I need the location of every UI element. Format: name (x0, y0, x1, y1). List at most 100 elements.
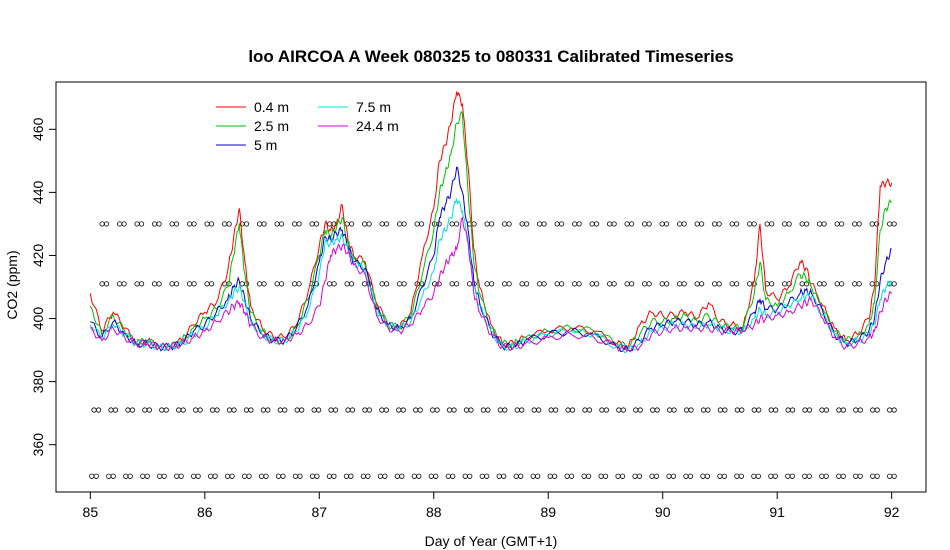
marker-point (174, 473, 180, 479)
marker-point (576, 221, 582, 227)
marker-point (700, 407, 707, 413)
plot-frame (55, 81, 927, 493)
marker-point (751, 221, 757, 227)
marker-point (747, 281, 753, 287)
marker-point (585, 473, 592, 479)
marker-point (280, 473, 286, 479)
marker-point (414, 221, 420, 227)
marker-point (366, 407, 373, 413)
marker-point (467, 473, 473, 479)
marker-point (134, 281, 140, 287)
marker-point (857, 473, 863, 479)
marker-point (821, 221, 827, 227)
marker-point (632, 473, 638, 479)
marker-point (260, 407, 266, 413)
marker-point (541, 221, 547, 227)
marker-point (531, 407, 537, 413)
x-tick-label: 86 (197, 504, 213, 520)
marker-point (294, 407, 300, 413)
marker-point (756, 407, 762, 413)
marker-point (598, 473, 604, 479)
series-line-3 (89, 198, 893, 354)
marker-point (852, 281, 858, 287)
marker-point (331, 473, 337, 479)
marker-point (887, 473, 893, 479)
marker-point (112, 407, 119, 413)
marker-point (553, 407, 559, 413)
marker-point (344, 281, 350, 287)
marker-point (127, 473, 133, 479)
marker-point (212, 473, 218, 479)
marker-point (853, 473, 859, 479)
marker-point (620, 407, 626, 413)
marker-point (291, 281, 298, 287)
marker-point (331, 281, 337, 287)
marker-point (869, 281, 875, 287)
marker-point (785, 407, 791, 413)
marker-point (419, 281, 425, 287)
marker-point (716, 281, 722, 287)
marker-point (348, 473, 354, 479)
marker-point (834, 221, 840, 227)
marker-point (704, 473, 711, 479)
marker-point (193, 407, 199, 413)
marker-point (852, 221, 858, 227)
marker-point (178, 473, 184, 479)
marker-point (265, 407, 271, 413)
marker-point (734, 221, 740, 227)
marker-point (401, 221, 407, 227)
marker-point (747, 221, 753, 227)
marker-point (552, 473, 558, 479)
marker-point (241, 473, 248, 479)
legend-label: 2.5 m (254, 118, 289, 134)
marker-point (311, 407, 317, 413)
marker-point (377, 473, 383, 479)
marker-point (616, 407, 622, 413)
marker-point (537, 281, 543, 287)
marker-point (554, 221, 560, 227)
marker-point (277, 407, 283, 413)
marker-point (316, 407, 322, 413)
marker-point (399, 473, 405, 479)
marker-point (836, 407, 842, 413)
marker-point (243, 407, 250, 413)
marker-point (581, 473, 587, 479)
marker-point (502, 407, 508, 413)
x-tick-label: 90 (655, 504, 671, 520)
marker-point (576, 281, 582, 287)
marker-point (836, 473, 842, 479)
marker-point (297, 473, 303, 479)
marker-point (146, 407, 152, 413)
marker-point (161, 473, 167, 479)
marker-point (432, 281, 438, 287)
marker-point (874, 473, 880, 479)
marker-point (296, 221, 302, 227)
marker-point (462, 473, 468, 479)
marker-point (417, 407, 423, 413)
marker-point (716, 221, 722, 227)
marker-point (224, 473, 231, 479)
marker-point (751, 407, 757, 413)
marker-point (140, 473, 146, 479)
marker-point (565, 407, 571, 413)
marker-point (134, 221, 140, 227)
marker-point (229, 473, 235, 479)
marker-point (569, 473, 575, 479)
marker-point (769, 221, 775, 227)
marker-point (309, 221, 315, 227)
y-tick-label: 380 (30, 370, 46, 394)
marker-point (519, 407, 525, 413)
marker-point (91, 407, 97, 413)
marker-point (530, 473, 536, 479)
marker-point (870, 473, 876, 479)
marker-point (327, 221, 333, 227)
marker-point (856, 281, 862, 287)
marker-point (396, 407, 402, 413)
marker-point (397, 281, 403, 287)
marker-point (659, 221, 665, 227)
marker-point (694, 221, 700, 227)
marker-point (195, 473, 201, 479)
marker-point (345, 407, 351, 413)
marker-point (874, 407, 880, 413)
marker-point (559, 281, 565, 287)
